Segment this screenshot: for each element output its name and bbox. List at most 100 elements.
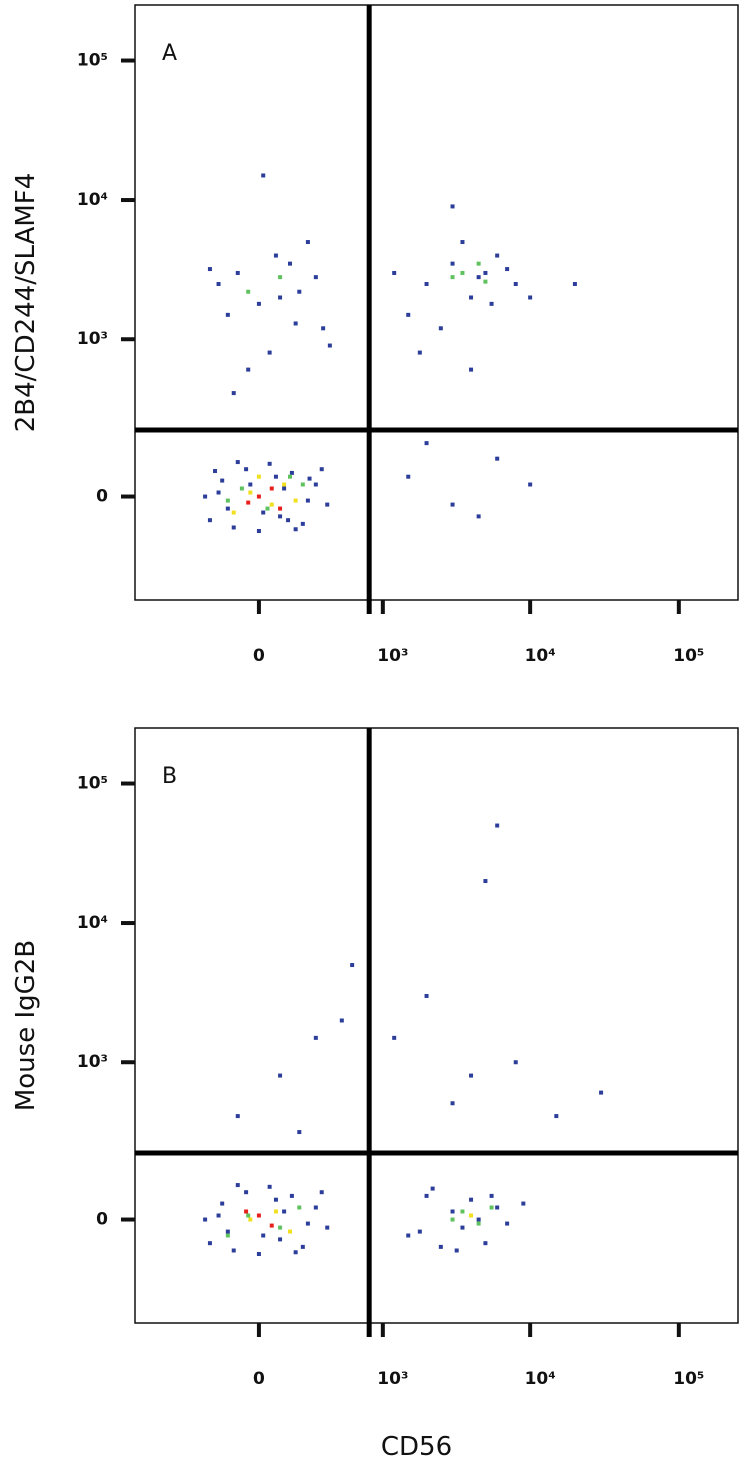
x-tick-label: 10⁴ <box>525 1369 556 1389</box>
event-dot <box>489 301 494 306</box>
event-dot <box>293 321 298 326</box>
event-dot <box>248 490 253 495</box>
event-dot <box>505 267 510 272</box>
x-axis-title: CD56 <box>381 1432 452 1462</box>
event-dot <box>300 482 305 487</box>
event-dot <box>256 301 261 306</box>
event-dot <box>256 1252 261 1257</box>
event-dot <box>450 502 455 507</box>
event-dot <box>460 1209 465 1214</box>
y-tick-label: 0 <box>96 1210 108 1230</box>
event-dot <box>273 1209 278 1214</box>
event-dot <box>248 482 253 487</box>
event-dot <box>495 823 500 828</box>
event-dot <box>350 963 355 968</box>
event-dot <box>528 295 533 300</box>
event-dot <box>278 295 283 300</box>
event-dot <box>495 456 500 461</box>
event-dot <box>278 1237 283 1242</box>
panel-label: B <box>162 764 177 789</box>
event-dot <box>256 1213 261 1218</box>
event-dot <box>239 486 244 491</box>
event-dot <box>282 482 287 487</box>
event-dot <box>265 506 270 511</box>
event-dot <box>282 486 287 491</box>
event-dot <box>325 1225 330 1230</box>
event-dot <box>460 270 465 275</box>
y-tick-label: 10³ <box>77 1052 108 1072</box>
event-dot <box>599 1090 604 1095</box>
event-dot <box>235 1183 240 1188</box>
event-dot <box>483 879 488 884</box>
event-dot <box>305 498 310 503</box>
event-dot <box>521 1201 526 1206</box>
x-tick-label: 10⁵ <box>673 1369 704 1389</box>
event-dot <box>392 1035 397 1040</box>
event-dot <box>246 367 251 372</box>
event-dot <box>469 1213 474 1218</box>
event-dot <box>417 1229 422 1234</box>
event-dot <box>225 506 230 511</box>
event-dot <box>469 367 474 372</box>
event-dot <box>286 518 291 523</box>
event-dot <box>297 1130 302 1135</box>
x-tick-label: 10⁴ <box>525 646 556 666</box>
event-dot <box>339 1018 344 1023</box>
event-dot <box>476 1221 481 1226</box>
event-dot <box>289 1193 294 1198</box>
event-dot <box>256 529 261 534</box>
event-dot <box>261 1233 266 1238</box>
event-dot <box>321 326 326 331</box>
event-dot <box>392 270 397 275</box>
event-dot <box>489 1205 494 1210</box>
plot-frame <box>134 4 739 601</box>
event-dot <box>319 467 324 472</box>
event-dot <box>307 476 312 481</box>
event-dot <box>207 518 212 523</box>
event-dot <box>235 1114 240 1119</box>
event-dot <box>246 289 251 294</box>
event-dot <box>231 1248 236 1253</box>
event-dot <box>225 498 230 503</box>
event-dot <box>213 469 218 474</box>
event-dot <box>483 279 488 284</box>
event-dot <box>460 1225 465 1230</box>
event-dot <box>483 270 488 275</box>
event-dot <box>454 1248 459 1253</box>
y-tick-label: 10⁵ <box>77 774 108 794</box>
event-dot <box>273 474 278 479</box>
event-dot <box>505 1221 510 1226</box>
x-tick-label: 0 <box>253 646 265 666</box>
event-dot <box>554 1114 559 1119</box>
event-dot <box>424 1193 429 1198</box>
event-dot <box>278 506 283 511</box>
x-tick-label: 0 <box>253 1369 265 1389</box>
event-dot <box>278 514 283 519</box>
event-dot <box>293 498 298 503</box>
y-tick-label: 0 <box>96 487 108 507</box>
event-dot <box>207 1241 212 1246</box>
event-dot <box>424 993 429 998</box>
event-dot <box>267 350 272 355</box>
plot-frame <box>134 727 739 1324</box>
event-dot <box>273 253 278 258</box>
y-axis-title: 2B4/CD244/SLAMF4 <box>11 173 41 433</box>
event-dot <box>216 490 221 495</box>
event-dot <box>287 1229 292 1234</box>
event-dot <box>417 350 422 355</box>
event-dot <box>261 510 266 515</box>
event-dot <box>483 1241 488 1246</box>
event-dot <box>235 460 240 465</box>
y-tick-label: 10⁵ <box>77 51 108 71</box>
event-dot <box>225 312 230 317</box>
event-dot <box>313 482 318 487</box>
event-dot <box>278 1073 283 1078</box>
event-dot <box>300 1244 305 1249</box>
event-dot <box>282 1209 287 1214</box>
event-dot <box>528 482 533 487</box>
event-dot <box>476 275 481 280</box>
event-dot <box>495 1205 500 1210</box>
event-dot <box>293 527 298 532</box>
event-dot <box>273 1197 278 1202</box>
